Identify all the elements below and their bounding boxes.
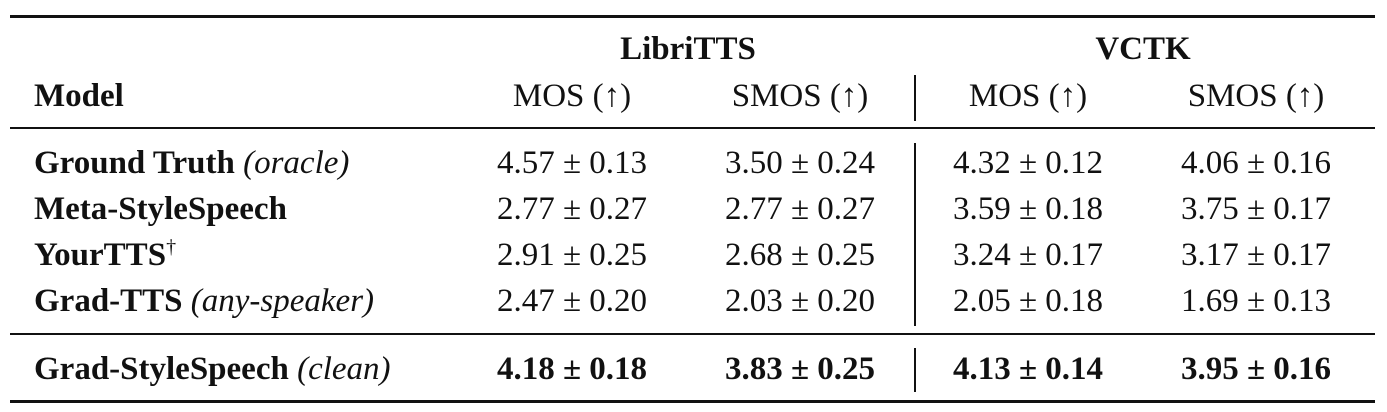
score-cell: 2.03 ± 0.20 <box>724 283 876 319</box>
model-name-cell: Grad-TTS (any-speaker) <box>34 281 374 321</box>
score-cell: 2.47 ± 0.20 <box>496 283 648 319</box>
model-name-cell: Ground Truth (oracle) <box>34 143 349 183</box>
column-divider-highlight <box>914 348 916 392</box>
model-name: YourTTS <box>34 237 167 273</box>
best-score-cell: 3.83 ± 0.25 <box>724 351 876 387</box>
model-qualifier: (any-speaker) <box>190 283 375 319</box>
column-header-libritts-smos: SMOS (↑) <box>731 78 869 114</box>
model-qualifier: (oracle) <box>243 145 350 181</box>
score-cell: 4.57 ± 0.13 <box>496 145 648 181</box>
score-cell: 4.32 ± 0.12 <box>952 145 1104 181</box>
column-header-vctk-smos: SMOS (↑) <box>1187 78 1325 114</box>
score-cell: 2.68 ± 0.25 <box>724 237 876 273</box>
group-header-libritts: LibriTTS <box>620 31 756 67</box>
model-name: Meta-StyleSpeech <box>34 191 287 227</box>
model-name-cell: Grad-StyleSpeech (clean) <box>34 349 391 389</box>
score-cell: 3.59 ± 0.18 <box>952 191 1104 227</box>
best-score-cell: 3.95 ± 0.16 <box>1180 351 1332 387</box>
model-qualifier: (clean) <box>297 351 391 387</box>
score-cell: 2.05 ± 0.18 <box>952 283 1104 319</box>
model-name-cell: Meta-StyleSpeech <box>34 189 287 229</box>
score-cell: 1.69 ± 0.13 <box>1180 283 1332 319</box>
model-name: Ground Truth <box>34 145 235 181</box>
column-header-vctk-mos: MOS (↑) <box>968 78 1088 114</box>
header-rule <box>10 127 1375 129</box>
score-cell: 2.77 ± 0.27 <box>496 191 648 227</box>
model-column-header: Model <box>34 78 124 114</box>
score-cell: 2.77 ± 0.27 <box>724 191 876 227</box>
top-rule <box>10 15 1375 18</box>
column-header-libritts-mos: MOS (↑) <box>512 78 632 114</box>
separator-rule <box>10 333 1375 335</box>
model-name: Grad-StyleSpeech <box>34 351 289 387</box>
bottom-rule <box>10 400 1375 403</box>
score-cell: 3.17 ± 0.17 <box>1180 237 1332 273</box>
dagger-footnote-mark: † <box>166 236 177 258</box>
group-header-vctk: VCTK <box>1095 31 1191 67</box>
best-score-cell: 4.13 ± 0.14 <box>952 351 1104 387</box>
best-score-cell: 4.18 ± 0.18 <box>496 351 648 387</box>
column-divider-header <box>914 75 916 121</box>
score-cell: 2.91 ± 0.25 <box>496 237 648 273</box>
score-cell: 3.24 ± 0.17 <box>952 237 1104 273</box>
model-name-cell: YourTTS† <box>34 235 176 275</box>
column-divider-body <box>914 143 916 326</box>
score-cell: 3.50 ± 0.24 <box>724 145 876 181</box>
model-name: Grad-TTS <box>34 283 183 319</box>
score-cell: 3.75 ± 0.17 <box>1180 191 1332 227</box>
score-cell: 4.06 ± 0.16 <box>1180 145 1332 181</box>
